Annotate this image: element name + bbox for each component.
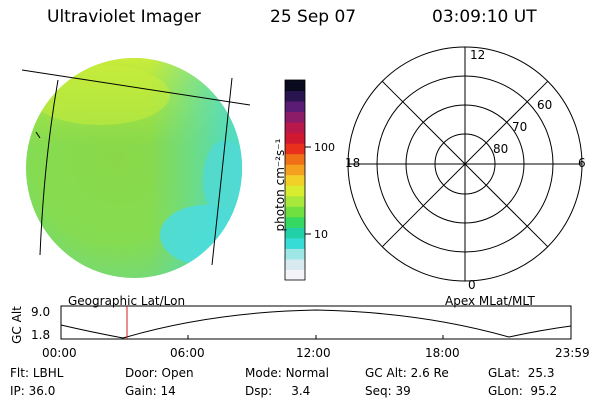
status-dsp-value: 3.4 <box>291 384 311 398</box>
image-time: 03:09:10 UT <box>432 7 537 27</box>
status-glon: GLon: 95.2 <box>488 384 557 398</box>
colorbar-band <box>285 153 305 165</box>
colorbar-unit-label: photon cm⁻²s⁻¹ <box>273 138 287 232</box>
status-seq-value: 39 <box>395 384 411 398</box>
mlt-label-18: 18 <box>345 156 361 170</box>
colorbar-band <box>285 185 305 197</box>
status-mode-value: Normal <box>285 366 329 380</box>
status-ip-label: IP: <box>10 384 25 398</box>
colorbar <box>284 79 311 281</box>
colorbar-band <box>285 258 305 270</box>
colorbar-band <box>285 111 305 123</box>
time-tick-2359: 23:59 <box>555 346 590 360</box>
status-gc-alt-value: 2.6 Re <box>410 366 449 380</box>
status-gc-alt: GC Alt: 2.6 Re <box>365 366 449 380</box>
status-flt-value: LBHL <box>32 366 64 380</box>
status-dsp: Dsp: 3.4 <box>245 384 310 398</box>
status-gc-alt-label: GC Alt: <box>365 366 407 380</box>
mlt-label-6: 6 <box>578 156 586 170</box>
colorbar-band <box>285 195 305 207</box>
status-door-label: Door: <box>125 366 158 380</box>
mlat-label-70: 70 <box>512 120 528 134</box>
instrument-title: Ultraviolet Imager <box>47 7 201 27</box>
status-glon-label: GLon: <box>488 384 523 398</box>
status-glon-value: 95.2 <box>530 384 558 398</box>
altitude-ytick-top: 9.0 <box>31 305 51 319</box>
colorbar-tick-10: 10 <box>314 228 328 241</box>
status-seq-label: Seq: <box>365 384 392 398</box>
time-tick-1800: 18:00 <box>425 346 460 360</box>
status-gain-label: Gain: <box>125 384 157 398</box>
colorbar-band <box>285 132 305 144</box>
status-mode: Mode: Normal <box>245 366 329 380</box>
polar-mlat-mlt-plot <box>347 46 583 282</box>
time-tick-0000: 00:00 <box>42 346 77 360</box>
colorbar-band <box>285 248 305 260</box>
colorbar-band <box>285 206 305 218</box>
mlt-label-12: 12 <box>470 48 486 62</box>
colorbar-tick-100: 100 <box>314 141 335 154</box>
colorbar-band <box>285 227 305 239</box>
status-flt-label: Flt: <box>10 366 29 380</box>
mlt-label-0: 0 <box>468 278 476 292</box>
status-mode-label: Mode: <box>245 366 282 380</box>
colorbar-band <box>285 143 305 155</box>
colorbar-band <box>285 90 305 102</box>
image-date: 25 Sep 07 <box>270 7 357 27</box>
status-door: Door: Open <box>125 366 194 380</box>
colorbar-band <box>285 80 305 92</box>
geographic-caption: Geographic Lat/Lon <box>68 294 186 308</box>
status-glat: GLat: 25.3 <box>488 366 554 380</box>
status-gain: Gain: 14 <box>125 384 176 398</box>
status-ip-value: 36.0 <box>28 384 56 398</box>
apex-caption: Apex MLat/MLT <box>445 294 535 308</box>
time-tick-0600: 06:00 <box>170 346 205 360</box>
status-flt: Flt: LBHL <box>10 366 63 380</box>
status-ip: IP: 36.0 <box>10 384 55 398</box>
colorbar-band <box>285 164 305 176</box>
colorbar-band <box>285 216 305 228</box>
status-glat-label: GLat: <box>488 366 521 380</box>
status-glat-value: 25.3 <box>527 366 555 380</box>
mlat-label-60: 60 <box>537 98 553 112</box>
colorbar-band <box>285 101 305 113</box>
colorbar-band <box>285 269 305 281</box>
altitude-ylabel: GC Alt <box>10 306 24 344</box>
altitude-plot <box>60 305 572 340</box>
colorbar-band <box>285 174 305 186</box>
time-tick-1200: 12:00 <box>296 346 331 360</box>
status-door-value: Open <box>161 366 194 380</box>
status-seq: Seq: 39 <box>365 384 411 398</box>
status-dsp-label: Dsp: <box>245 384 273 398</box>
colorbar-band <box>285 237 305 249</box>
colorbar-band <box>285 122 305 134</box>
altitude-ytick-bottom: 1.8 <box>31 328 51 342</box>
mlat-label-80: 80 <box>493 142 509 156</box>
status-gain-value: 14 <box>160 384 176 398</box>
